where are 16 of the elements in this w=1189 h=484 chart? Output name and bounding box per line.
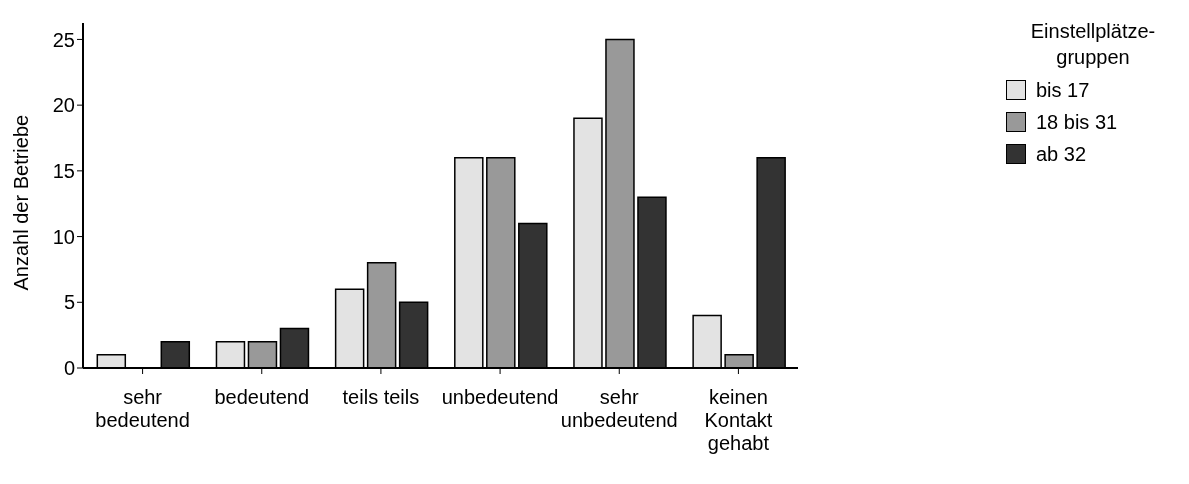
x-tick-label: keinen Kontakt gehabt xyxy=(704,386,773,454)
x-tick-label: sehr unbedeutend xyxy=(560,386,678,431)
y-tick-label: 15 xyxy=(52,159,75,182)
y-tick-label: 20 xyxy=(52,94,75,117)
y-tick-label: 0 xyxy=(63,357,75,380)
legend-label: ab 32 xyxy=(1036,142,1087,166)
y-tick-label: 5 xyxy=(63,291,75,314)
x-tick-label: bedeutend xyxy=(214,386,310,408)
legend-label: 18 bis 31 xyxy=(1036,110,1118,134)
y-tick-label: 25 xyxy=(52,28,75,51)
y-axis-title: Anzahl der Betriebe xyxy=(10,114,33,291)
y-tick-label: 10 xyxy=(52,225,75,248)
x-tick-label: sehr bedeutend xyxy=(95,386,190,431)
legend-label: bis 17 xyxy=(1036,78,1090,102)
x-tick-label: unbedeutend xyxy=(441,386,559,408)
x-tick-label: teils teils xyxy=(342,386,420,408)
